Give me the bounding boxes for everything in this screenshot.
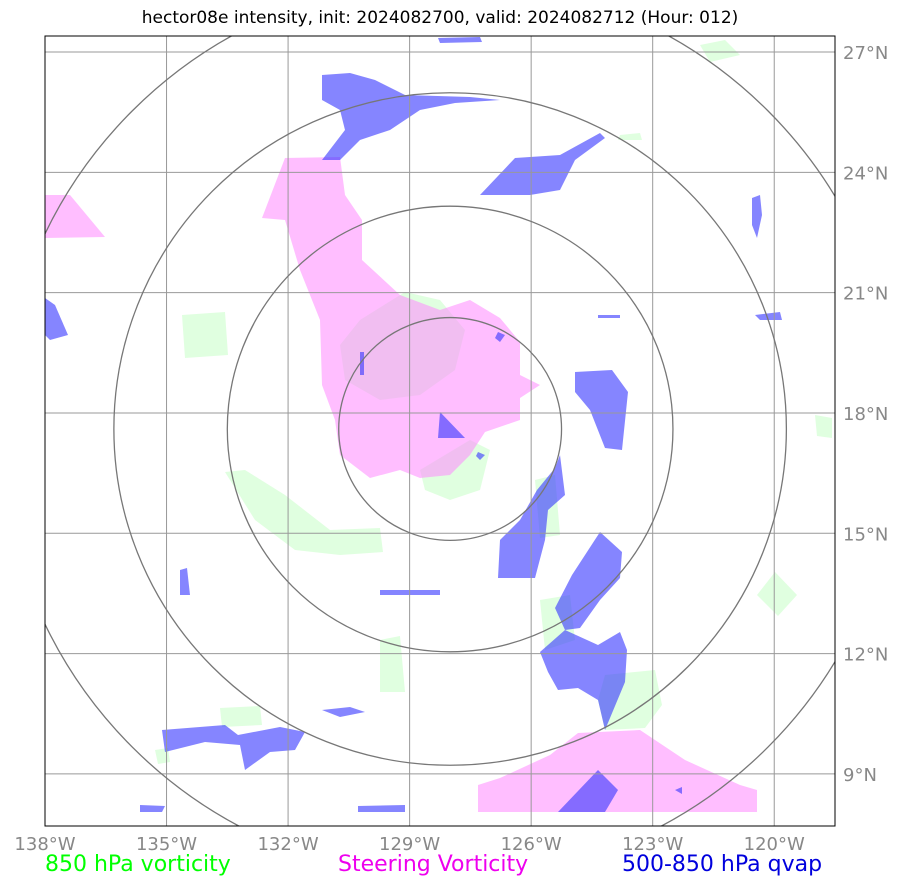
latitude-tick-label: 21°N <box>843 284 888 305</box>
qvap-region <box>180 568 190 595</box>
latitude-tick-label: 9°N <box>843 765 877 786</box>
qvap-region <box>322 73 500 160</box>
qvap-region <box>322 707 365 717</box>
qvap-region <box>476 452 485 460</box>
map-title: hector08e intensity, init: 2024082700, v… <box>141 8 739 28</box>
qvap-region <box>598 315 620 318</box>
vorticity-850-region <box>380 636 405 692</box>
field-layers <box>45 37 832 812</box>
qvap-region <box>540 630 627 730</box>
qvap-region <box>360 352 364 375</box>
qvap-region <box>495 332 505 342</box>
longitude-tick-label: 126°W <box>501 834 562 855</box>
qvap-region <box>438 37 482 43</box>
latitude-tick-label: 12°N <box>843 645 888 666</box>
vorticity-850-region <box>757 572 797 616</box>
longitude-tick-label: 123°W <box>622 834 683 855</box>
legend-steering-vorticity: Steering Vorticity <box>338 852 529 877</box>
qvap-region <box>558 770 618 812</box>
qvap-region <box>575 370 628 450</box>
vorticity-850-region <box>815 415 832 438</box>
legend-qvap: 500-850 hPa qvap <box>622 852 823 877</box>
qvap-region <box>755 312 782 320</box>
steering-vorticity-region <box>262 157 540 478</box>
qvap-region <box>675 787 682 794</box>
qvap-region <box>480 133 605 195</box>
qvap-region <box>140 805 165 812</box>
qvap-region <box>438 412 465 438</box>
qvap-region <box>555 532 622 630</box>
map-frame <box>44 35 836 827</box>
range-ring <box>226 205 674 653</box>
latitude-tick-label: 24°N <box>843 163 888 184</box>
qvap-region <box>45 298 68 340</box>
vorticity-850-region <box>618 133 642 140</box>
longitude-tick-label: 138°W <box>14 834 75 855</box>
steering-vorticity-layer <box>45 157 757 812</box>
range-ring <box>338 316 563 542</box>
latitude-labels: 9°N 12°N 15°N 18°N 21°N 24°N 27°N <box>843 43 888 786</box>
vorticity-850-region <box>182 312 228 358</box>
longitude-tick-label: 120°W <box>744 834 805 855</box>
latitude-tick-label: 18°N <box>843 404 888 425</box>
qvap-layer <box>45 37 782 812</box>
latitude-tick-label: 15°N <box>843 524 888 545</box>
qvap-region <box>162 725 305 770</box>
legend-850-vorticity: 850 hPa vorticity <box>45 852 231 877</box>
graticule <box>45 36 835 826</box>
longitude-tick-label: 135°W <box>136 834 197 855</box>
longitude-tick-label: 132°W <box>257 834 318 855</box>
steering-vorticity-region <box>478 730 757 812</box>
qvap-region <box>358 805 405 812</box>
latitude-tick-label: 27°N <box>843 43 888 64</box>
vorticity-850-region <box>700 40 740 62</box>
range-ring <box>113 92 788 766</box>
longitude-labels: 138°W 135°W 132°W 129°W 126°W 123°W 120°W <box>14 834 805 855</box>
qvap-region <box>752 195 762 238</box>
vorticity-850-region <box>220 706 262 727</box>
longitude-tick-label: 129°W <box>379 834 440 855</box>
vorticity-850-region <box>225 470 383 555</box>
